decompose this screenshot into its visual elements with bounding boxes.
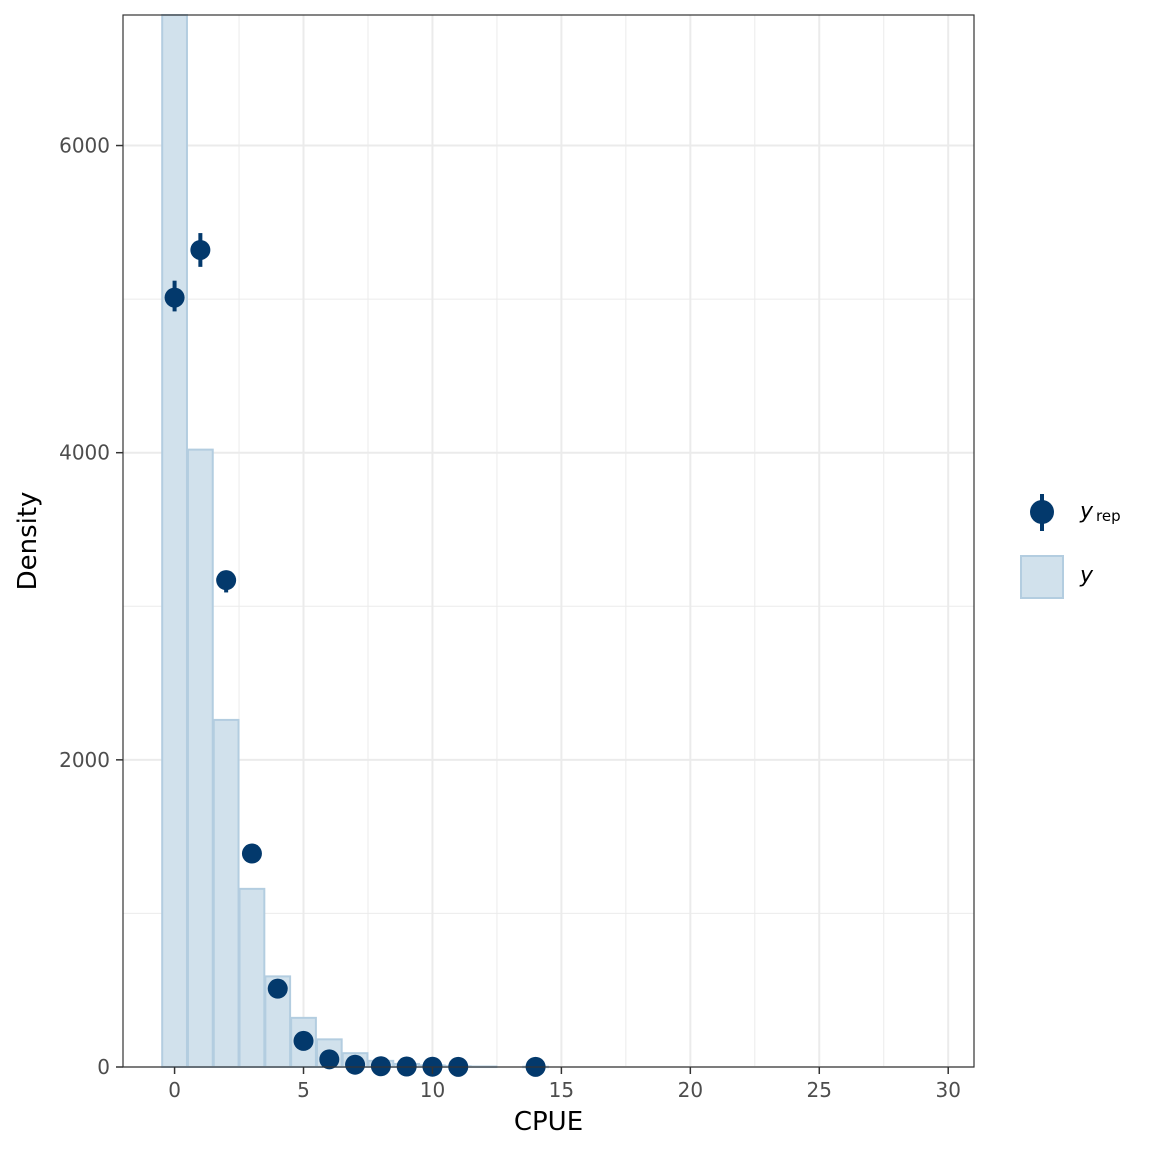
x-tick-label: 15 [549, 1078, 574, 1102]
panel-border [122, 14, 975, 1068]
legend-yrep-label: y [1079, 499, 1094, 524]
x-tick-label: 5 [297, 1078, 310, 1102]
x-tick-label: 20 [678, 1078, 703, 1102]
x-tick-label: 10 [420, 1078, 445, 1102]
y-tick-label: 4000 [59, 441, 110, 465]
yrep-point-3 [241, 843, 262, 864]
replicated-points [164, 233, 546, 1077]
bar-y-0 [161, 14, 188, 1068]
legend-item-y: y [1020, 555, 1094, 599]
yrep-point-2 [216, 570, 237, 591]
bar-y-1 [186, 448, 214, 1068]
axes: 0 5 10 15 20 25 30 0 2000 4000 6000 [59, 134, 961, 1102]
yrep-point-7 [345, 1054, 366, 1075]
bar-y-2 [212, 718, 240, 1069]
x-axis-title: CPUE [514, 1107, 583, 1137]
legend-yrep-point [1030, 500, 1054, 524]
y-tick-label: 2000 [59, 748, 110, 772]
legend-item-yrep: y rep [1030, 494, 1121, 531]
y-axis-title: Density [13, 492, 43, 591]
histogram-bars [161, 14, 549, 1069]
x-tick-label: 30 [935, 1078, 960, 1102]
yrep-point-8 [370, 1056, 391, 1077]
legend-y-label: y [1079, 563, 1094, 588]
x-tick-label: 25 [807, 1078, 832, 1102]
legend-y-swatch [1020, 555, 1064, 599]
y-tick-label: 0 [97, 1055, 110, 1079]
yrep-point-5 [293, 1030, 314, 1051]
yrep-point-6 [319, 1049, 340, 1070]
bar-y-3 [238, 887, 266, 1068]
legend: y rep y [1020, 494, 1121, 599]
yrep-point-4 [267, 978, 288, 999]
yrep-point-1 [190, 239, 211, 260]
x-tick-label: 0 [168, 1078, 181, 1102]
yrep-point-0 [164, 287, 185, 308]
legend-yrep-sublabel: rep [1096, 507, 1121, 525]
y-tick-label: 6000 [59, 134, 110, 158]
